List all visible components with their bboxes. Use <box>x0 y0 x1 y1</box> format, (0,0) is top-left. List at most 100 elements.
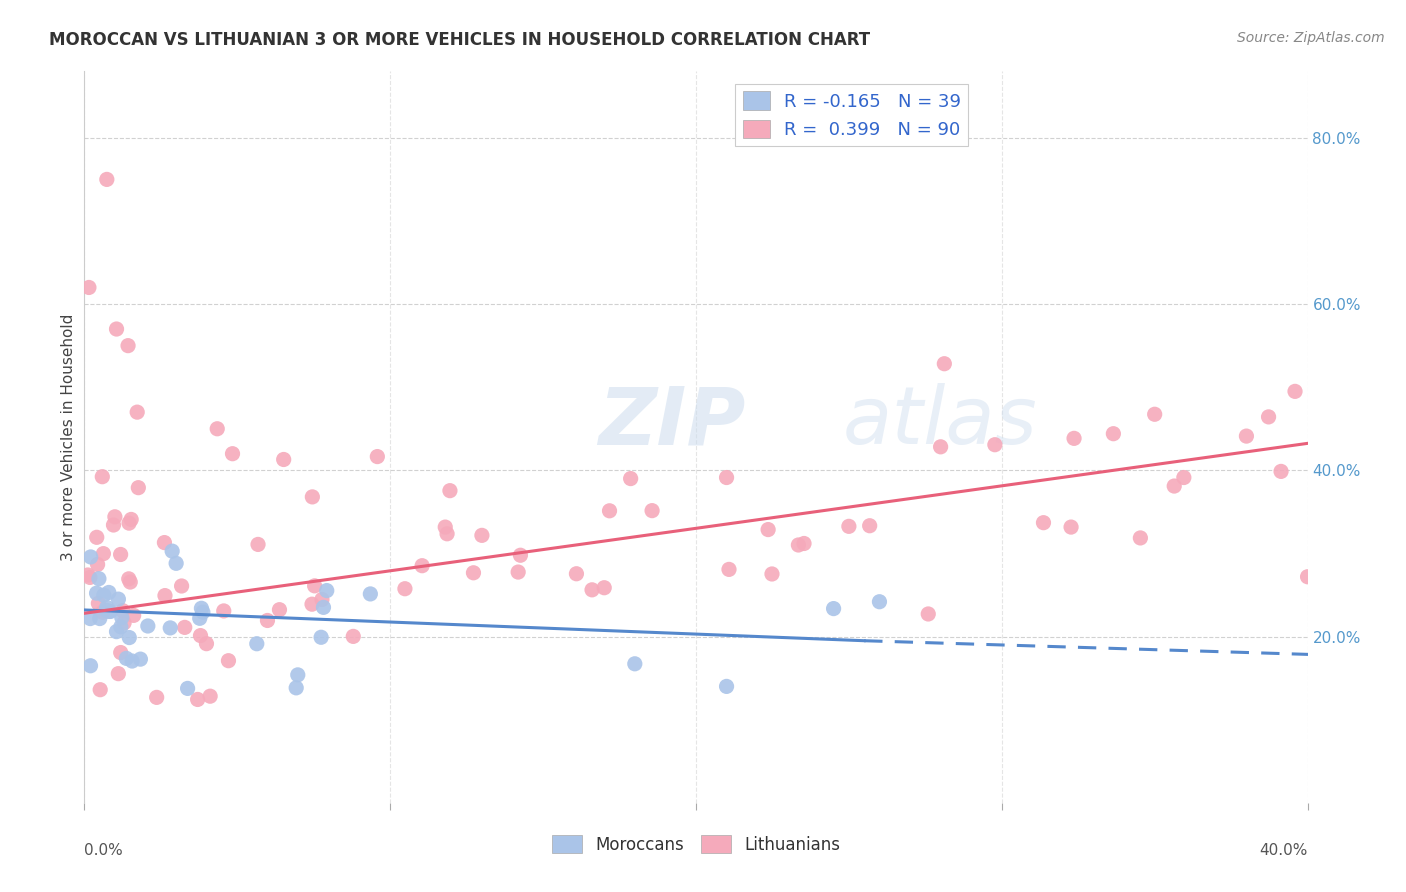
Point <box>1257 409 1279 424</box>
Point <box>1143 407 1166 421</box>
Point <box>153 535 176 549</box>
Point <box>246 637 269 651</box>
Point <box>1236 429 1258 443</box>
Point <box>86 558 108 572</box>
Point <box>122 608 145 623</box>
Point <box>256 614 278 628</box>
Point <box>620 472 643 486</box>
Point <box>342 629 364 643</box>
Point <box>107 666 129 681</box>
Point <box>110 646 132 660</box>
Point <box>191 605 214 619</box>
Point <box>190 629 212 643</box>
Point <box>160 544 183 558</box>
Text: 0.0%: 0.0% <box>84 843 124 858</box>
Point <box>97 585 120 599</box>
Point <box>107 592 129 607</box>
Point <box>93 547 115 561</box>
Point <box>121 654 143 668</box>
Point <box>1060 520 1083 534</box>
Point <box>716 680 738 694</box>
Point <box>394 582 416 596</box>
Point <box>117 338 139 352</box>
Point <box>463 566 485 580</box>
Text: MOROCCAN VS LITHUANIAN 3 OR MORE VEHICLES IN HOUSEHOLD CORRELATION CHART: MOROCCAN VS LITHUANIAN 3 OR MORE VEHICLE… <box>49 31 870 49</box>
Point <box>153 589 176 603</box>
Point <box>159 621 181 635</box>
Point <box>176 681 198 696</box>
Text: ZIP: ZIP <box>598 384 745 461</box>
Point <box>436 526 458 541</box>
Point <box>304 579 326 593</box>
Point <box>1284 384 1306 399</box>
Point <box>838 519 860 533</box>
Point <box>311 592 333 607</box>
Point <box>115 651 138 665</box>
Point <box>110 620 132 634</box>
Point <box>105 322 128 336</box>
Point <box>439 483 461 498</box>
Point <box>110 548 132 562</box>
Point <box>761 566 783 581</box>
Point <box>247 537 270 551</box>
Point <box>97 604 120 618</box>
Point <box>269 603 291 617</box>
Point <box>87 572 110 586</box>
Point <box>312 600 335 615</box>
Point <box>118 631 141 645</box>
Point <box>103 518 125 533</box>
Point <box>111 604 134 618</box>
Point <box>285 681 308 695</box>
Text: atlas: atlas <box>842 384 1038 461</box>
Point <box>823 601 845 615</box>
Point <box>1173 470 1195 484</box>
Point <box>593 581 616 595</box>
Point <box>96 172 118 186</box>
Point <box>104 509 127 524</box>
Point <box>599 504 621 518</box>
Point <box>1296 570 1319 584</box>
Point <box>111 610 134 624</box>
Point <box>136 619 159 633</box>
Point <box>188 611 211 625</box>
Point <box>187 692 209 706</box>
Point <box>120 575 142 590</box>
Point <box>207 422 229 436</box>
Point <box>79 611 101 625</box>
Point <box>89 611 111 625</box>
Point <box>411 558 433 573</box>
Point <box>112 615 135 630</box>
Point <box>309 630 332 644</box>
Point <box>1270 464 1292 478</box>
Point <box>716 470 738 484</box>
Point <box>221 447 243 461</box>
Point <box>787 538 810 552</box>
Point <box>581 582 603 597</box>
Point <box>1163 479 1185 493</box>
Legend: Moroccans, Lithuanians: Moroccans, Lithuanians <box>546 829 846 860</box>
Point <box>869 595 891 609</box>
Point <box>366 450 388 464</box>
Point <box>984 438 1007 452</box>
Point <box>359 587 381 601</box>
Point <box>87 596 110 610</box>
Point <box>1063 431 1085 445</box>
Point <box>165 557 187 571</box>
Point <box>127 481 149 495</box>
Point <box>509 548 531 562</box>
Point <box>1129 531 1152 545</box>
Point <box>79 570 101 584</box>
Point <box>917 607 939 621</box>
Point <box>118 516 141 530</box>
Point <box>315 583 337 598</box>
Text: Source: ZipAtlas.com: Source: ZipAtlas.com <box>1237 31 1385 45</box>
Point <box>127 405 149 419</box>
Point <box>91 469 114 483</box>
Point <box>301 597 323 611</box>
Point <box>129 652 152 666</box>
Point <box>79 549 101 564</box>
Point <box>118 572 141 586</box>
Point <box>77 280 100 294</box>
Point <box>89 682 111 697</box>
Point <box>93 588 115 602</box>
